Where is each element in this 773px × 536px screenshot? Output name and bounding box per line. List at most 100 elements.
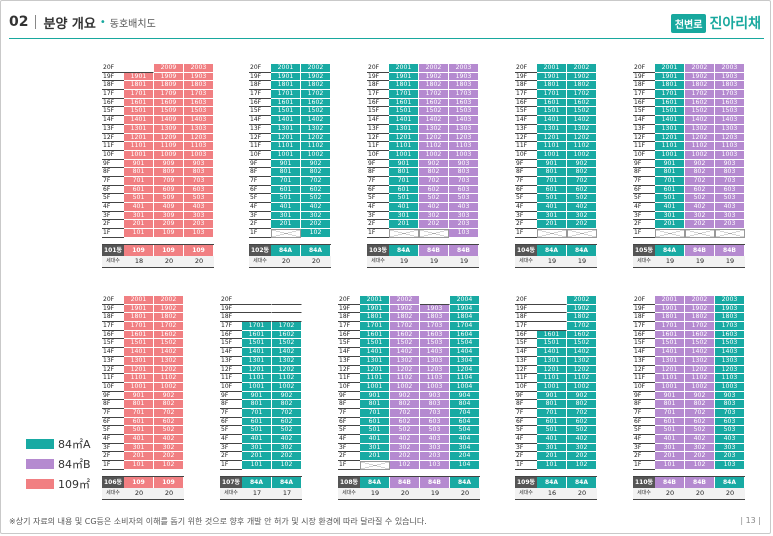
floor-label: 9F [515,392,537,401]
unit-cell: 1602 [567,98,597,108]
unit-cell: 601 [537,417,567,427]
unit-cell: 2002 [301,64,331,73]
unit-type: 109 [184,244,214,256]
unit-count: 19 [695,256,705,265]
unit-type: 84B [715,244,745,256]
floor-label: 4F [102,435,124,444]
unit-cell: 402 [154,435,184,444]
unit-cell: 302 [272,443,302,453]
unit-cell: 1003 [715,150,745,160]
unit-cell: 1902 [419,72,449,82]
count-label: 세대수 [637,257,651,264]
floor-label: 19F [515,305,537,314]
unit-cell: 1102 [154,374,184,383]
floor-labels: 20F 19F 18F 17F 16F 15F 14F 13F 12F 11F 10F 9F 8F 7F 6… [249,64,271,238]
unit-cell: 1801 [271,81,301,91]
unit-cell: 1501 [389,107,419,117]
unit-cell: 309 [154,211,184,221]
unit-cell: 209 [154,220,184,230]
unit-cell: 202 [390,452,420,462]
floor-label: 5F [633,194,655,203]
unit-cell: 702 [685,408,715,418]
unit-cell: 1102 [272,374,302,383]
unit-cell: 901 [124,159,154,169]
unit-cell: 1903 [715,304,745,314]
unit-cell: 2001 [271,64,301,73]
unit-cell: 1602 [301,98,331,108]
unit-cell: 2001 [124,296,154,305]
unit-cell: 1202 [567,365,597,375]
unit-cell: 301 [242,443,272,453]
floor-label: 20F [633,296,655,305]
floor-label: 15F [102,339,124,349]
unit-cell: 601 [360,417,390,427]
unit-cell: 203 [184,220,214,230]
unit-cell: 1802 [685,81,715,91]
unit-cell: 202 [685,452,715,462]
unit-cell: 101 [124,461,154,470]
unit-cell: 1909 [154,72,184,82]
unit-cell: 102 [272,461,302,470]
unit-cell: 703 [184,176,214,186]
unit-cell: 2002 [567,64,597,73]
unit-cell: 1309 [154,124,184,134]
floor-label: 5F [220,426,242,435]
unit-cell: 1802 [301,81,331,91]
floor-label: 10F [633,151,655,160]
floor-label: 2F [633,220,655,230]
unit-cell: 1001 [242,382,272,392]
footnote: ※상기 자료의 내용 및 CG등은 소비자의 이해를 돕기 위한 것으로 향후 … [9,517,427,526]
unit-cell: 503 [184,194,214,203]
floor-label: 14F [515,116,537,125]
section-title: 분양 개요 [43,16,96,32]
unit-cell: 901 [271,159,301,169]
unit-cell: 903 [420,391,450,401]
floor-label: 17F [102,322,124,331]
floor-label: 3F [102,212,124,221]
unit-cell: 401 [360,435,390,444]
floor-label: 17F [515,322,537,331]
floor-label: 5F [515,194,537,203]
empty-cell [272,304,302,314]
floor-labels: 20F 19F 18F 17F 16F 15F 14F 13F 12F 11F 10F 9F 8F 7F 6… [220,296,242,470]
unit-cell: 1003 [420,382,450,392]
unit-cell: 1702 [154,322,184,331]
unit-cell: 301 [124,443,154,453]
floor-label: 13F [633,357,655,366]
floor-label: 13F [102,125,124,134]
unit-cell: 1701 [389,90,419,99]
unit-cell: 301 [655,211,685,221]
unit-cell: 502 [154,426,184,435]
unit-cell: 203 [449,220,479,230]
unit-cell: 1603 [715,98,745,108]
floor-label: 2F [338,452,360,462]
unit-cell: 603 [449,185,479,195]
unit-cell: 1704 [450,322,480,331]
unit-cell: 1404 [450,348,480,357]
unit-cell: 902 [390,391,420,401]
floor-label: 6F [515,186,537,195]
floor-label: 20F [515,296,537,305]
unit-cell: 704 [450,408,480,418]
unit-cell: 1603 [420,330,450,340]
floor-label: 6F [338,418,360,427]
floor-label: 11F [633,142,655,151]
unit-cell: 1104 [450,374,480,383]
floor-label: 14F [102,116,124,125]
unit-cell: 2002 [685,296,715,305]
unit-cell: 602 [154,417,184,427]
unit-cell: 702 [154,408,184,418]
floor-label: 6F [633,418,655,427]
unit-cell: 1001 [271,150,301,160]
unit-cell: 1703 [715,90,745,99]
unit-cell: 1001 [537,382,567,392]
unit-cell: 1302 [567,124,597,134]
unit-cell: 802 [301,168,331,177]
unit-cell: 601 [124,417,154,427]
unit-column: 2002 1902 1802 1702 1602 1502 1402 1302 1202 1102… [567,296,597,470]
floor-label: 6F [102,418,124,427]
floor-label: 12F [249,134,271,143]
floor-label: 16F [367,99,389,108]
unit-cell: 602 [272,417,302,427]
unit-column: 2001 1901 1801 1701 1601 1501 1401 1301 1201 1101… [537,64,567,238]
